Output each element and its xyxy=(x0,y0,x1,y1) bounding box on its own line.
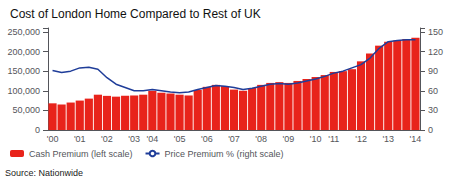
svg-text:'06: '06 xyxy=(201,134,213,144)
svg-text:50,000: 50,000 xyxy=(12,105,40,115)
svg-text:60: 60 xyxy=(428,86,438,96)
svg-text:'03: '03 xyxy=(128,134,140,144)
svg-text:Source: Nationwide: Source: Nationwide xyxy=(5,168,83,178)
svg-text:250,000: 250,000 xyxy=(7,27,40,37)
svg-text:'00: '00 xyxy=(47,134,59,144)
svg-text:'07: '07 xyxy=(228,134,240,144)
svg-text:100,000: 100,000 xyxy=(7,86,40,96)
svg-text:'05: '05 xyxy=(174,134,186,144)
svg-text:150: 150 xyxy=(428,27,443,37)
svg-text:200,000: 200,000 xyxy=(7,47,40,57)
svg-text:'02: '02 xyxy=(101,134,113,144)
svg-text:0: 0 xyxy=(35,125,40,135)
svg-text:Cash Premium (left scale): Cash Premium (left scale) xyxy=(29,149,133,159)
svg-text:'01: '01 xyxy=(74,134,86,144)
svg-text:150,000: 150,000 xyxy=(7,66,40,76)
svg-text:'10: '10 xyxy=(310,134,322,144)
svg-text:Price Premium % (right scale): Price Premium % (right scale) xyxy=(165,149,284,159)
svg-text:'11: '11 xyxy=(328,134,339,144)
svg-text:'12: '12 xyxy=(355,134,367,144)
svg-text:30: 30 xyxy=(428,105,438,115)
svg-text:'14: '14 xyxy=(410,134,422,144)
svg-text:'08: '08 xyxy=(255,134,267,144)
svg-text:'13: '13 xyxy=(382,134,394,144)
svg-text:0: 0 xyxy=(428,125,433,135)
svg-text:120: 120 xyxy=(428,47,443,57)
svg-text:'04: '04 xyxy=(146,134,158,144)
svg-text:Cost of London Home Compared t: Cost of London Home Compared to Rest of … xyxy=(10,7,261,21)
svg-text:90: 90 xyxy=(428,66,438,76)
svg-text:'09: '09 xyxy=(283,134,295,144)
